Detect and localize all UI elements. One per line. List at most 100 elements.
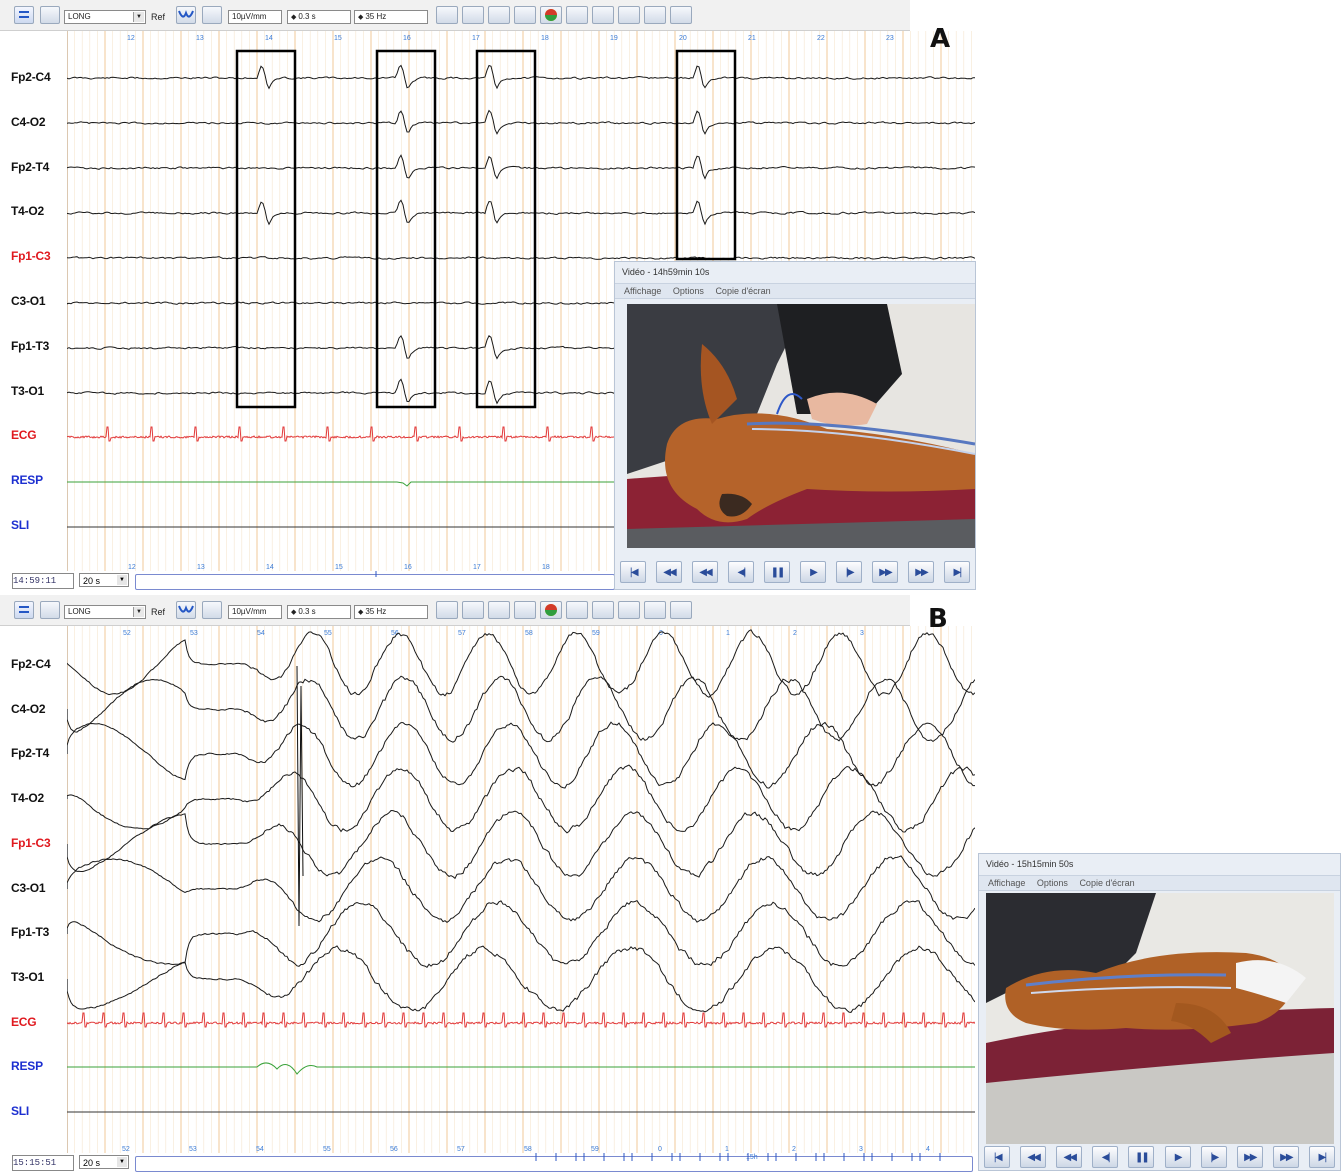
spike-highlight-box <box>675 49 737 261</box>
sensitivity-select[interactable]: 10µV/mm <box>228 605 282 619</box>
timeline-mark: 16 <box>404 564 412 571</box>
eeg-trace <box>67 109 975 135</box>
fast-forward-icon[interactable]: ▶▶ <box>1236 1146 1263 1168</box>
timeline-scrollbar[interactable] <box>135 574 615 590</box>
clock-field[interactable]: 14:59:11 <box>12 573 74 589</box>
sensitivity-select[interactable]: 10µV/mm <box>228 10 282 24</box>
montage-select[interactable]: LONG ▼ <box>64 605 146 619</box>
print-icon[interactable] <box>670 6 692 24</box>
film-icon[interactable] <box>566 6 588 24</box>
electrode-icon[interactable] <box>202 601 222 619</box>
montage-menu-icon[interactable] <box>14 601 34 619</box>
panel-letter: A <box>930 24 951 54</box>
skip-end-icon[interactable]: ▶| <box>1308 1146 1335 1168</box>
menu-affichage[interactable]: Affichage <box>988 878 1026 888</box>
filter-select[interactable]: ◆ 35 Hz <box>354 605 428 619</box>
step-forward-icon[interactable]: |▶ <box>1200 1146 1227 1168</box>
channel-label-fp2-t4: Fp2-T4 <box>11 746 50 761</box>
step-back-icon[interactable]: ◀| <box>1092 1146 1119 1168</box>
panel-letter: B <box>928 604 948 634</box>
split-icon[interactable] <box>488 601 510 619</box>
save-icon[interactable] <box>644 601 666 619</box>
time-mark: 57 <box>458 630 466 637</box>
rewind-icon[interactable]: ◀◀ <box>692 561 718 583</box>
rewind-icon[interactable]: ◀◀ <box>1056 1146 1083 1168</box>
montage-select[interactable]: LONG ▼ <box>64 10 146 24</box>
montage-menu-icon[interactable] <box>14 6 34 24</box>
rewind-fast-icon[interactable]: ◀◀ <box>1020 1146 1047 1168</box>
video-window[interactable]: Vidéo - 14h59min 10s Affichage Options C… <box>614 261 976 590</box>
play-icon[interactable]: ▶ <box>800 561 826 583</box>
timeline-mark: 54 <box>256 1146 264 1153</box>
ref-label[interactable]: Ref <box>151 12 165 28</box>
wave-icon[interactable] <box>176 6 196 24</box>
ref-label[interactable]: Ref <box>151 607 165 623</box>
film-icon[interactable] <box>566 601 588 619</box>
step-back-icon[interactable]: ◀| <box>728 561 754 583</box>
video-frame <box>986 893 1334 1144</box>
step-forward-icon[interactable]: |▶ <box>836 561 862 583</box>
time-mark: 23 <box>886 35 894 42</box>
eeg-trace <box>67 256 975 260</box>
menu-options[interactable]: Options <box>1036 878 1068 888</box>
timeline-scale: 52 53 54 55 56 57 58 59 0 1 2 3 4 15h <box>122 1146 941 1161</box>
window-length-select[interactable]: 20 s ▼ <box>79 1155 129 1169</box>
pause-icon[interactable]: ❚❚ <box>1128 1146 1155 1168</box>
edit-icon[interactable] <box>618 601 640 619</box>
color-icon[interactable] <box>540 601 562 619</box>
skip-end-icon[interactable]: ▶| <box>944 561 970 583</box>
fast-forward-icon[interactable]: ▶▶ <box>872 561 898 583</box>
channel-label-fp2-t4: Fp2-T4 <box>11 159 50 174</box>
play-icon[interactable]: ▶ <box>1164 1146 1191 1168</box>
color-icon[interactable] <box>540 6 562 24</box>
sync-icon[interactable] <box>436 6 458 24</box>
print-icon[interactable] <box>670 601 692 619</box>
filter-select[interactable]: ◆ 35 Hz <box>354 10 428 24</box>
camera-icon[interactable] <box>592 6 614 24</box>
menu-options[interactable]: Options <box>672 286 704 296</box>
timeline-scrollbar[interactable] <box>135 1156 973 1172</box>
forward-fast-icon[interactable]: ▶▶ <box>1272 1146 1299 1168</box>
menu-copie-ecran[interactable]: Copie d'écran <box>715 286 771 296</box>
camera-icon[interactable] <box>592 601 614 619</box>
menu-affichage[interactable]: Affichage <box>624 286 662 296</box>
time-mark: 52 <box>123 630 131 637</box>
time-constant-select[interactable]: ◆ 0.3 s <box>287 10 351 24</box>
window-length-select[interactable]: 20 s ▼ <box>79 573 129 587</box>
menu-copie-ecran[interactable]: Copie d'écran <box>1079 878 1135 888</box>
brain-icon[interactable] <box>40 601 60 619</box>
brain-icon[interactable] <box>40 6 60 24</box>
skip-start-icon[interactable]: |◀ <box>984 1146 1010 1168</box>
time-constant-select[interactable]: ◆ 0.3 s <box>287 605 351 619</box>
timeline-mark: 13 <box>197 564 205 571</box>
timeline-mark: 17 <box>473 564 481 571</box>
time-mark: 21 <box>748 35 756 42</box>
time-mark: 2 <box>793 630 797 637</box>
rewind-fast-icon[interactable]: ◀◀ <box>656 561 682 583</box>
time-mark: 17 <box>472 35 480 42</box>
page-layout-icon[interactable] <box>462 6 484 24</box>
time-mark: 18 <box>541 35 549 42</box>
edit-icon[interactable] <box>618 6 640 24</box>
wave-icon[interactable] <box>176 601 196 619</box>
electrode-icon[interactable] <box>202 6 222 24</box>
split-icon[interactable] <box>488 6 510 24</box>
save-icon[interactable] <box>644 6 666 24</box>
forward-fast-icon[interactable]: ▶▶ <box>908 561 934 583</box>
spike-highlight-box <box>375 49 437 409</box>
channel-label-fp1-t3: Fp1-T3 <box>11 925 50 940</box>
chain-icon[interactable] <box>514 601 536 619</box>
sync-icon[interactable] <box>436 601 458 619</box>
video-window[interactable]: Vidéo - 15h15min 50s Affichage Options C… <box>978 853 1341 1171</box>
timeline-mark: 18 <box>542 564 550 571</box>
skip-start-icon[interactable]: |◀ <box>620 561 646 583</box>
montage-select-value: LONG <box>68 607 91 616</box>
page-layout-icon[interactable] <box>462 601 484 619</box>
eeg-trace-area[interactable]: 52 53 54 55 56 57 58 59 0 1 2 3 <box>67 626 975 1153</box>
eeg-trace <box>67 675 975 743</box>
timeline-scale: 12 13 14 15 16 17 18 <box>128 564 550 577</box>
clock-field[interactable]: 15:15:51 <box>12 1155 74 1171</box>
chain-icon[interactable] <box>514 6 536 24</box>
pause-icon[interactable]: ❚❚ <box>764 561 790 583</box>
video-menu-bar: Affichage Options Copie d'écran <box>615 283 975 299</box>
